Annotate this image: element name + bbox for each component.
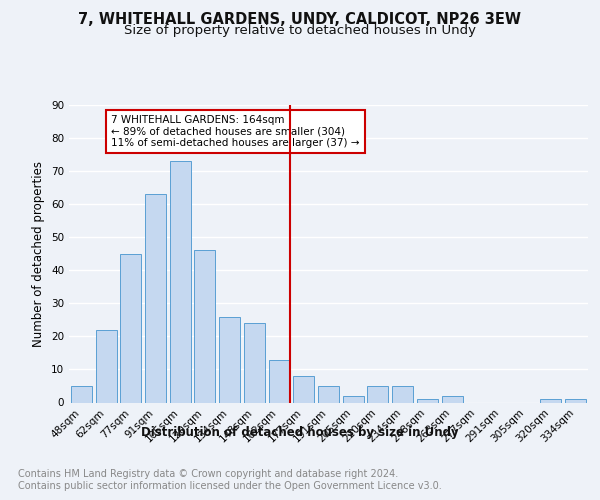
- Bar: [565, 399, 586, 402]
- Bar: [442, 396, 463, 402]
- Bar: [417, 399, 438, 402]
- Bar: [343, 396, 364, 402]
- Bar: [392, 386, 413, 402]
- Bar: [293, 376, 314, 402]
- Text: 7, WHITEHALL GARDENS, UNDY, CALDICOT, NP26 3EW: 7, WHITEHALL GARDENS, UNDY, CALDICOT, NP…: [79, 12, 521, 28]
- Bar: [145, 194, 166, 402]
- Bar: [367, 386, 388, 402]
- Text: 7 WHITEHALL GARDENS: 164sqm
← 89% of detached houses are smaller (304)
11% of se: 7 WHITEHALL GARDENS: 164sqm ← 89% of det…: [111, 115, 359, 148]
- Bar: [194, 250, 215, 402]
- Bar: [219, 316, 240, 402]
- Bar: [170, 161, 191, 402]
- Y-axis label: Number of detached properties: Number of detached properties: [32, 161, 46, 347]
- Bar: [71, 386, 92, 402]
- Text: Contains public sector information licensed under the Open Government Licence v3: Contains public sector information licen…: [18, 481, 442, 491]
- Bar: [120, 254, 141, 402]
- Bar: [269, 360, 290, 403]
- Text: Size of property relative to detached houses in Undy: Size of property relative to detached ho…: [124, 24, 476, 37]
- Bar: [318, 386, 339, 402]
- Text: Distribution of detached houses by size in Undy: Distribution of detached houses by size …: [141, 426, 459, 439]
- Bar: [541, 399, 562, 402]
- Bar: [244, 323, 265, 402]
- Text: Contains HM Land Registry data © Crown copyright and database right 2024.: Contains HM Land Registry data © Crown c…: [18, 469, 398, 479]
- Bar: [95, 330, 116, 402]
